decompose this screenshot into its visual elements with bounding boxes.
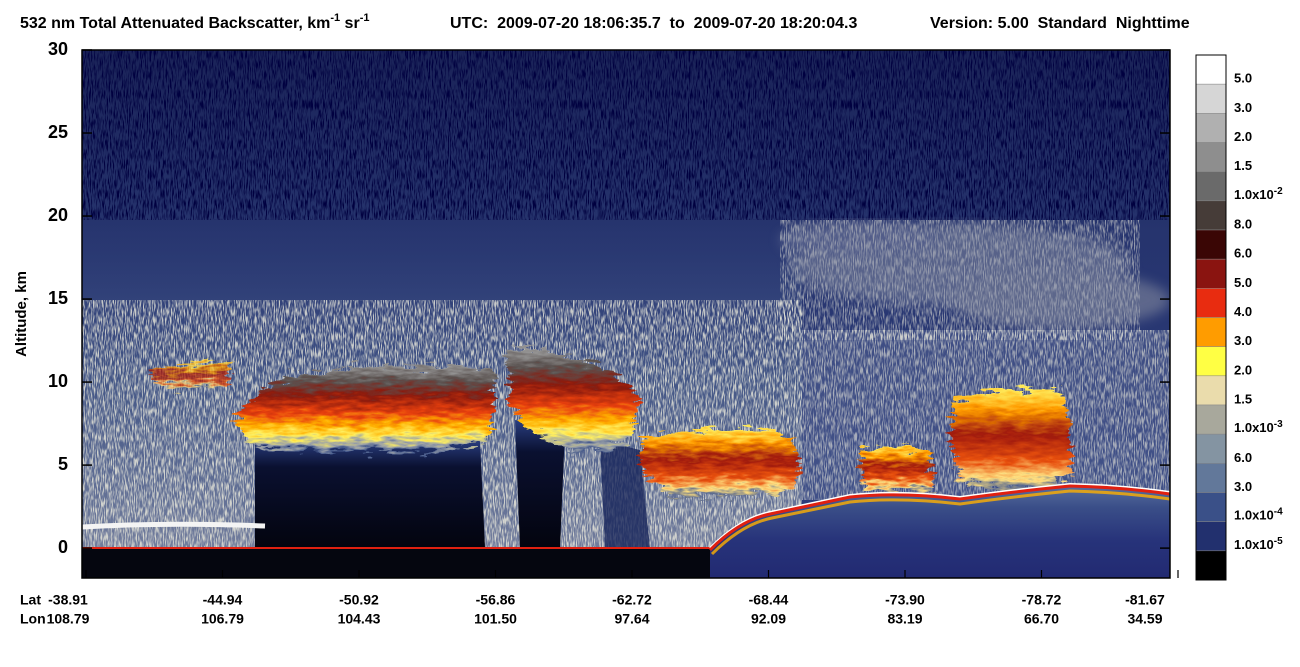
colorbar-swatch xyxy=(1195,229,1227,260)
x-tick-label: 104.43 xyxy=(338,611,381,627)
colorbar-label: 1.5 xyxy=(1234,158,1252,173)
plot-frame xyxy=(81,49,1171,579)
x-tick-label: 101.50 xyxy=(474,611,517,627)
x-row-name: Lon xyxy=(20,611,46,627)
title-text: sr xyxy=(340,15,360,32)
colorbar-swatch xyxy=(1195,550,1227,581)
colorbar-swatch xyxy=(1195,288,1227,318)
y-tick-label: 5 xyxy=(58,454,68,474)
colorbar-swatch xyxy=(1195,433,1227,464)
colorbar-label-base: 1.0x10 xyxy=(1234,421,1274,436)
x-tick-label: -44.94 xyxy=(203,592,243,608)
title-exponent: -1 xyxy=(330,12,340,24)
x-tick-label: 66.70 xyxy=(1024,611,1059,627)
chart-title: 532 nm Total Attenuated Backscatter, km-… xyxy=(20,12,369,32)
colorbar-label: 1.5 xyxy=(1234,391,1252,406)
x-tick-label: 97.64 xyxy=(614,611,649,627)
colorbar-label-exponent: -4 xyxy=(1274,506,1283,517)
colorbar-swatch xyxy=(1195,258,1227,289)
x-tick-label: -62.72 xyxy=(612,592,652,608)
y-axis-label: Altitude, km xyxy=(13,271,30,357)
colorbar-swatch xyxy=(1195,54,1227,85)
x-tick-label: -50.92 xyxy=(339,592,379,608)
colorbar-label-base: 1.0x10 xyxy=(1234,508,1274,523)
colorbar-swatch xyxy=(1195,492,1227,522)
y-tick-label: 30 xyxy=(48,39,68,59)
y-tick-label: 15 xyxy=(48,288,68,308)
colorbar-swatch xyxy=(1195,171,1227,202)
colorbar-label: 6.0 xyxy=(1234,450,1252,465)
colorbar-frame xyxy=(1195,54,1227,581)
x-tick-label: -56.86 xyxy=(476,592,516,608)
x-tick-label: 83.19 xyxy=(887,611,922,627)
colorbar-swatch xyxy=(1195,346,1227,377)
colorbar-swatch xyxy=(1195,521,1227,552)
colorbar-swatch xyxy=(1195,375,1227,406)
colorbar-label: 8.0 xyxy=(1234,216,1252,231)
x-tick-label: -73.90 xyxy=(885,592,925,608)
x-tick-label: -81.67 xyxy=(1125,592,1165,608)
colorbar-label-exponent: -3 xyxy=(1274,419,1283,430)
colorbar-label-base: 1.0x10 xyxy=(1234,187,1274,202)
colorbar-label: 1.0x10-2 xyxy=(1234,185,1283,202)
colorbar-swatch xyxy=(1195,113,1227,143)
colorbar-swatch xyxy=(1195,404,1227,435)
x-tick-label: -78.72 xyxy=(1022,592,1062,608)
colorbar-label-exponent: -2 xyxy=(1274,185,1283,196)
x-tick-label: 106.79 xyxy=(201,611,244,627)
x-tick-label: -68.44 xyxy=(749,592,789,608)
colorbar-swatch xyxy=(1195,317,1227,347)
colorbar-label: 1.0x10-3 xyxy=(1234,419,1283,436)
colorbar-label: 6.0 xyxy=(1234,246,1252,261)
curtain-image xyxy=(82,50,1170,578)
colorbar-label: 3.0 xyxy=(1234,100,1252,115)
title-text: 532 nm Total Attenuated Backscatter, km xyxy=(20,15,330,32)
colorbar-swatch xyxy=(1195,83,1227,114)
x-tick-label: 92.09 xyxy=(751,611,786,627)
colorbar-swatch xyxy=(1195,463,1227,493)
title-exponent: -1 xyxy=(360,12,370,24)
y-tick-label: 10 xyxy=(48,371,68,391)
colorbar-label-base: 1.0x10 xyxy=(1234,537,1274,552)
colorbar-label: 5.0 xyxy=(1234,71,1252,86)
colorbar-label: 2.0 xyxy=(1234,129,1252,144)
title-utc: UTC: 2009-07-20 18:06:35.7 to 2009-07-20… xyxy=(450,15,857,32)
colorbar-label: 3.0 xyxy=(1234,479,1252,494)
colorbar-label: 4.0 xyxy=(1234,304,1252,319)
colorbar-label: 3.0 xyxy=(1234,333,1252,348)
y-tick-label: 20 xyxy=(48,205,68,225)
y-tick-label: 0 xyxy=(58,537,68,557)
x-tick-label: -38.91 xyxy=(48,592,88,608)
x-tick-label: 108.79 xyxy=(47,611,90,627)
y-tick-label: 25 xyxy=(48,122,68,142)
colorbar-label: 5.0 xyxy=(1234,275,1252,290)
colorbar-swatch xyxy=(1195,200,1227,231)
colorbar-label: 2.0 xyxy=(1234,362,1252,377)
colorbar-label-exponent: -5 xyxy=(1274,535,1283,546)
colorbar-label: 1.0x10-4 xyxy=(1234,506,1283,523)
x-row-name: Lat xyxy=(20,592,41,608)
x-tick-label: 34.59 xyxy=(1127,611,1162,627)
title-version: Version: 5.00 Standard Nighttime xyxy=(930,15,1190,32)
colorbar-label: 1.0x10-5 xyxy=(1234,535,1283,552)
colorbar-swatch xyxy=(1195,142,1227,172)
